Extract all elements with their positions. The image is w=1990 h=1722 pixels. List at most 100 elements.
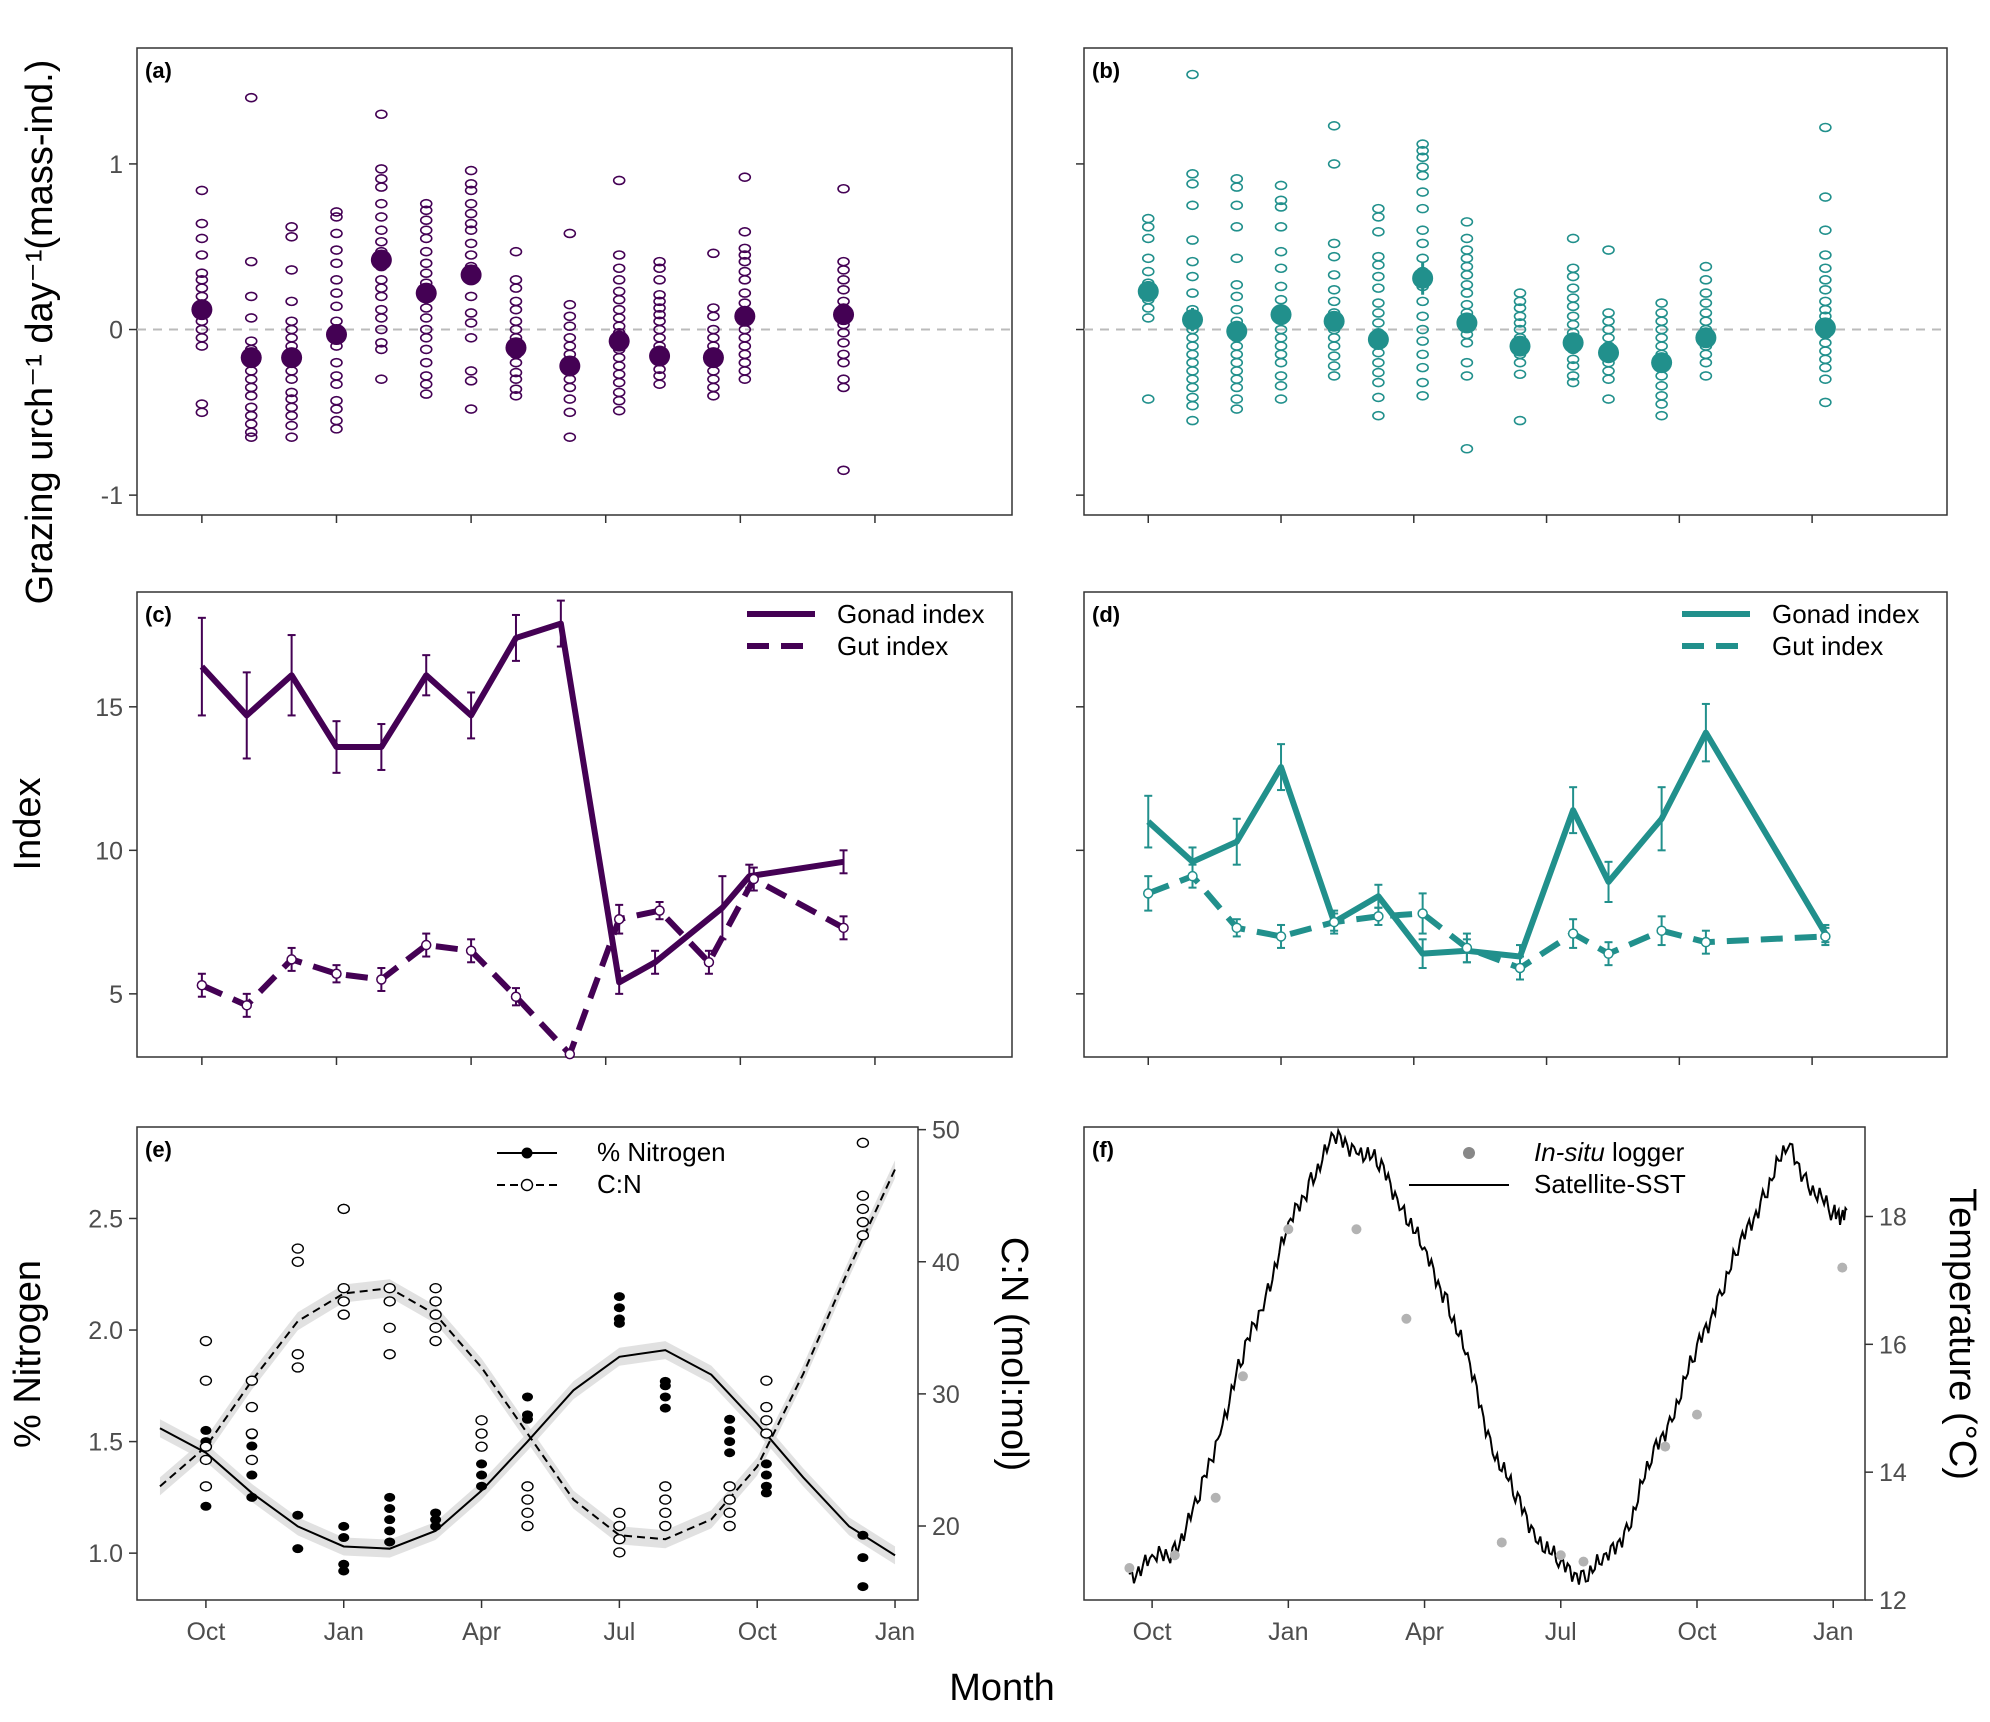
raw-grazing-point <box>1186 271 1199 282</box>
raw-grazing-point <box>330 395 343 406</box>
y-axis-label-grazing: Grazing urch⁻¹ day⁻¹(mass-ind.) <box>19 60 61 605</box>
raw-grazing-point <box>1819 304 1832 315</box>
mean-grazing-point <box>1695 327 1717 349</box>
cn-point <box>723 1494 736 1505</box>
raw-grazing-point <box>707 333 720 343</box>
raw-grazing-point <box>563 382 577 393</box>
raw-grazing-point <box>738 275 752 285</box>
gut-index-point <box>196 979 208 991</box>
raw-grazing-point <box>285 231 298 242</box>
raw-grazing-point <box>1566 354 1580 365</box>
cn-point <box>856 1190 870 1201</box>
raw-grazing-point <box>1327 333 1341 343</box>
x-axis-label-month: Month <box>949 1667 1055 1709</box>
raw-grazing-point <box>285 402 298 413</box>
raw-grazing-point <box>738 227 752 237</box>
raw-grazing-point <box>464 333 478 343</box>
raw-grazing-point <box>1819 275 1832 285</box>
y-tick-label: 1 <box>109 151 123 179</box>
nitrogen-point <box>724 1425 736 1435</box>
nitrogen-point <box>724 1448 736 1458</box>
raw-grazing-point <box>1655 390 1668 401</box>
raw-grazing-point <box>509 283 523 293</box>
cn-point <box>291 1243 304 1254</box>
raw-grazing-point <box>244 291 258 302</box>
raw-grazing-point <box>1186 256 1199 267</box>
y-tick-label: 2.5 <box>88 1205 123 1233</box>
raw-grazing-point <box>653 263 666 274</box>
gut-index-point <box>1187 870 1198 882</box>
raw-grazing-point <box>1372 308 1385 318</box>
raw-grazing-point <box>375 291 388 302</box>
y-axis-label-index: Index <box>7 778 49 871</box>
raw-grazing-point <box>244 427 258 437</box>
raw-grazing-point <box>375 182 388 192</box>
raw-grazing-point <box>1416 225 1429 235</box>
raw-grazing-point <box>1372 251 1385 262</box>
mean-grazing-point <box>1509 335 1531 357</box>
raw-grazing-point <box>1230 349 1244 360</box>
raw-grazing-point <box>464 185 478 196</box>
raw-grazing-point <box>1655 399 1668 409</box>
raw-grazing-point <box>375 174 388 184</box>
raw-grazing-point <box>375 337 388 348</box>
raw-grazing-point <box>612 250 626 260</box>
nitrogen-point <box>200 1501 212 1511</box>
raw-grazing-point <box>612 352 626 363</box>
raw-grazing-point <box>330 258 343 269</box>
raw-grazing-point <box>330 424 343 434</box>
raw-grazing-point <box>195 341 209 351</box>
mean-grazing-point <box>559 355 581 377</box>
raw-grazing-point <box>375 324 388 335</box>
raw-grazing-point <box>1513 288 1527 298</box>
nitrogen-point <box>724 1437 736 1447</box>
raw-grazing-point <box>375 304 388 315</box>
cn-point <box>521 1520 534 1532</box>
nitrogen-point <box>522 1392 533 1402</box>
raw-grazing-point <box>419 303 433 313</box>
y-tick-label-right: 30 <box>932 1381 960 1409</box>
raw-grazing-point <box>1274 333 1288 343</box>
cn-point <box>659 1494 672 1505</box>
raw-grazing-point <box>375 198 388 209</box>
raw-grazing-point <box>837 183 850 194</box>
legend-marker-nitrogen <box>521 1147 533 1159</box>
nitrogen-point <box>760 1470 772 1480</box>
raw-grazing-point <box>509 390 523 401</box>
raw-grazing-point <box>464 318 478 328</box>
cn-point <box>337 1282 350 1294</box>
raw-grazing-point <box>1566 319 1580 330</box>
raw-grazing-point <box>1141 394 1155 404</box>
raw-grazing-point <box>612 275 626 285</box>
cn-point <box>856 1137 870 1149</box>
gut-index-point <box>1514 962 1526 974</box>
cn-point <box>475 1441 488 1452</box>
nitrogen-point <box>760 1459 772 1469</box>
raw-grazing-point <box>1416 203 1429 214</box>
y-tick-label: 15 <box>95 694 123 722</box>
raw-grazing-point <box>1513 318 1527 328</box>
mean-grazing-point <box>1412 267 1434 289</box>
y-tick-label-right: 40 <box>932 1249 960 1277</box>
raw-grazing-point <box>419 371 433 381</box>
raw-grazing-point <box>285 432 298 442</box>
raw-grazing-point <box>1141 233 1155 244</box>
raw-grazing-point <box>419 225 433 235</box>
raw-grazing-point <box>375 164 388 174</box>
raw-grazing-point <box>1186 169 1199 179</box>
raw-grazing-point <box>1186 374 1199 385</box>
nitrogen-point <box>246 1492 258 1502</box>
cn-point <box>383 1296 396 1307</box>
cn-point <box>429 1322 442 1334</box>
cn-point <box>613 1547 626 1558</box>
raw-grazing-point <box>1513 311 1527 322</box>
raw-grazing-point <box>1186 357 1199 368</box>
raw-grazing-point <box>1327 270 1341 280</box>
raw-grazing-point <box>653 333 666 343</box>
raw-grazing-point <box>195 250 209 260</box>
raw-grazing-point <box>1699 288 1713 298</box>
cn-point <box>337 1296 350 1307</box>
mean-grazing-point <box>1814 317 1836 339</box>
nitrogen-point <box>384 1515 396 1525</box>
nitrogen-point <box>384 1537 396 1547</box>
